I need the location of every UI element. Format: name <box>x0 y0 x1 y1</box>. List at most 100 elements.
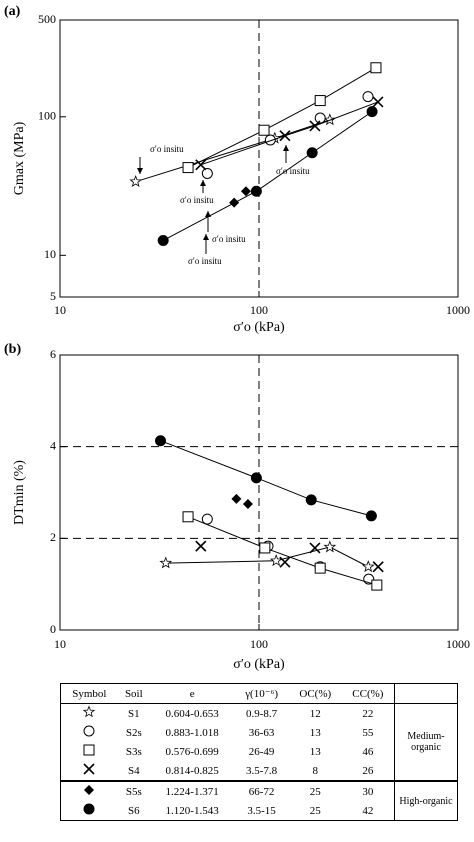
table-cell: 0.814-0.825 <box>165 764 219 777</box>
marker-disc <box>305 494 317 506</box>
symbol <box>83 803 95 815</box>
y-tick-label: 100 <box>38 109 56 123</box>
table-cell: 0.9-8.7 <box>246 707 278 720</box>
marker-star <box>129 175 142 188</box>
header-cell: γ(10⁻⁶) <box>234 683 289 704</box>
table-cell: 66-72 <box>234 780 289 801</box>
table-cell: S3s <box>125 745 142 758</box>
trend-line <box>160 440 372 517</box>
symbol-cell <box>61 801 118 821</box>
marker-star <box>159 556 173 569</box>
y-axis-label: Gmax (MPa) <box>12 121 27 195</box>
table-cell: 46 <box>362 745 374 758</box>
arrow-head <box>200 180 206 186</box>
table-row: S3s 0.576-0.699 26-49 13 46 <box>61 742 458 761</box>
table-cell: 26 <box>362 764 374 777</box>
table-cell: S2s <box>125 726 142 739</box>
arrow-head <box>203 234 209 240</box>
marker-x <box>279 130 291 142</box>
marker-diamond <box>242 498 253 509</box>
marker-star <box>83 705 96 718</box>
table-row: S5s 1.224-1.371 66-72 25 30 High-organic <box>60 780 458 821</box>
table-cell: 25 <box>309 804 321 817</box>
annotation: σ′o insitu <box>212 234 246 244</box>
marker-square <box>370 62 382 74</box>
marker-disc <box>366 106 378 118</box>
table-cell: 1.120-1.543 <box>165 804 219 817</box>
header-cell: Soil <box>117 683 150 704</box>
table-row: S6 1.120-1.543 3.5-15 25 42 <box>61 801 458 821</box>
table-cell: 13 <box>309 726 321 739</box>
marker-x <box>195 159 207 171</box>
marker-disc <box>155 435 167 447</box>
marker-diamond <box>231 493 242 504</box>
arrow-head <box>137 168 143 174</box>
marker-star <box>323 540 337 553</box>
panel-label: (a) <box>4 4 21 19</box>
marker-square <box>371 579 383 591</box>
table-row: S4 0.814-0.825 3.5-7.8 8 26 <box>61 761 458 781</box>
arrow-head <box>283 145 289 151</box>
marker-x <box>372 561 384 573</box>
marker-square <box>182 162 194 174</box>
marker-disc <box>250 472 262 484</box>
marker-x <box>309 542 321 554</box>
symbol-cell <box>60 780 118 801</box>
trend-line <box>200 101 379 166</box>
header-cell: OC(%) <box>288 683 342 704</box>
marker-circle <box>314 112 326 124</box>
x-tick-label: 10 <box>54 303 66 317</box>
symbol <box>84 785 95 795</box>
table-cell: 36-63 <box>248 726 275 739</box>
marker-star <box>361 560 375 573</box>
header-cell: CC(%) <box>341 683 395 704</box>
header-cell: e <box>149 683 235 704</box>
marker-x <box>372 96 384 108</box>
group-label: Medium-organic <box>394 703 458 781</box>
y-tick-label: 5 <box>50 289 56 303</box>
marker-x <box>279 556 291 568</box>
marker-square <box>314 95 326 107</box>
y-tick-label: 6 <box>50 347 56 361</box>
marker-circle <box>264 134 276 146</box>
group-label: High-organic <box>394 780 458 821</box>
table-cell: 25 <box>288 780 342 801</box>
table-cell: 0.604-0.653 <box>165 707 219 720</box>
y-tick-label: 10 <box>44 247 56 261</box>
x-tick-label: 100 <box>250 303 268 317</box>
table-cell: 8 <box>312 764 319 777</box>
table-cell: S1 <box>128 707 140 720</box>
marker-x <box>195 540 207 552</box>
y-tick-label: 2 <box>50 530 56 544</box>
annotation: σ′o insitu <box>150 144 184 154</box>
y-tick-label: 500 <box>38 12 56 26</box>
trend-line <box>187 67 377 169</box>
table-cell: 1.224-1.371 <box>149 780 235 801</box>
symbol-cell <box>61 723 118 742</box>
marker-circle <box>83 725 95 737</box>
table-cell: 3.5-15 <box>247 804 276 817</box>
x-tick-label: 100 <box>250 637 268 651</box>
symbol-cell <box>61 742 118 761</box>
arrow-head <box>205 211 211 217</box>
header-row: Symbol Soil e γ(10⁻⁶) OC(%) CC(%) <box>60 683 458 704</box>
symbol-cell <box>61 761 118 781</box>
marker-circle <box>362 91 374 103</box>
x-tick-label: 10 <box>54 637 66 651</box>
y-tick-label: 4 <box>50 438 56 452</box>
header-cell <box>394 683 458 704</box>
marker-square <box>182 511 194 523</box>
table-cell: S6 <box>128 804 140 817</box>
marker-x <box>83 763 95 775</box>
table-cell: 12 <box>309 707 321 720</box>
table-cell: 3.5-7.8 <box>246 764 278 777</box>
symbol <box>83 763 95 775</box>
trend-line <box>187 516 377 586</box>
trend-line <box>165 546 369 568</box>
x-axis-label: σ′o (kPa) <box>233 657 285 672</box>
table-cell: 42 <box>362 804 374 817</box>
symbol <box>83 725 95 737</box>
x-tick-label: 1000 <box>446 637 470 651</box>
